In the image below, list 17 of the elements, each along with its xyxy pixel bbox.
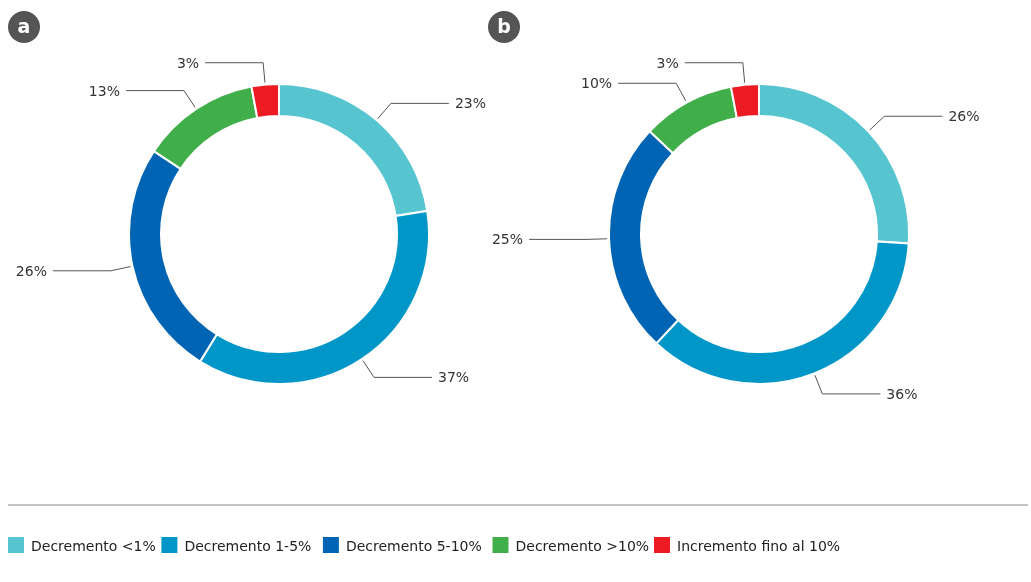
data-label: 10% [581,75,613,92]
data-label: 26% [15,262,47,279]
data-label: 23% [454,95,487,112]
data-label: 3% [176,54,200,71]
legend-label: Decremento 5-10% [345,538,482,554]
data-label: 26% [948,108,980,125]
data-label: 13% [88,82,120,99]
legend-label: Decremento >10% [515,538,650,554]
data-label: 25% [491,231,524,248]
chart-title: a [17,15,31,37]
data-label: 37% [438,369,470,386]
legend-label: Decremento <1% [31,538,156,554]
chart-title: b [497,15,511,37]
data-label: 3% [656,54,679,71]
legend-label: Decremento 1-5% [184,538,312,554]
legend-label: Incremento fino al 10% [677,538,841,554]
data-label: 36% [886,385,918,402]
